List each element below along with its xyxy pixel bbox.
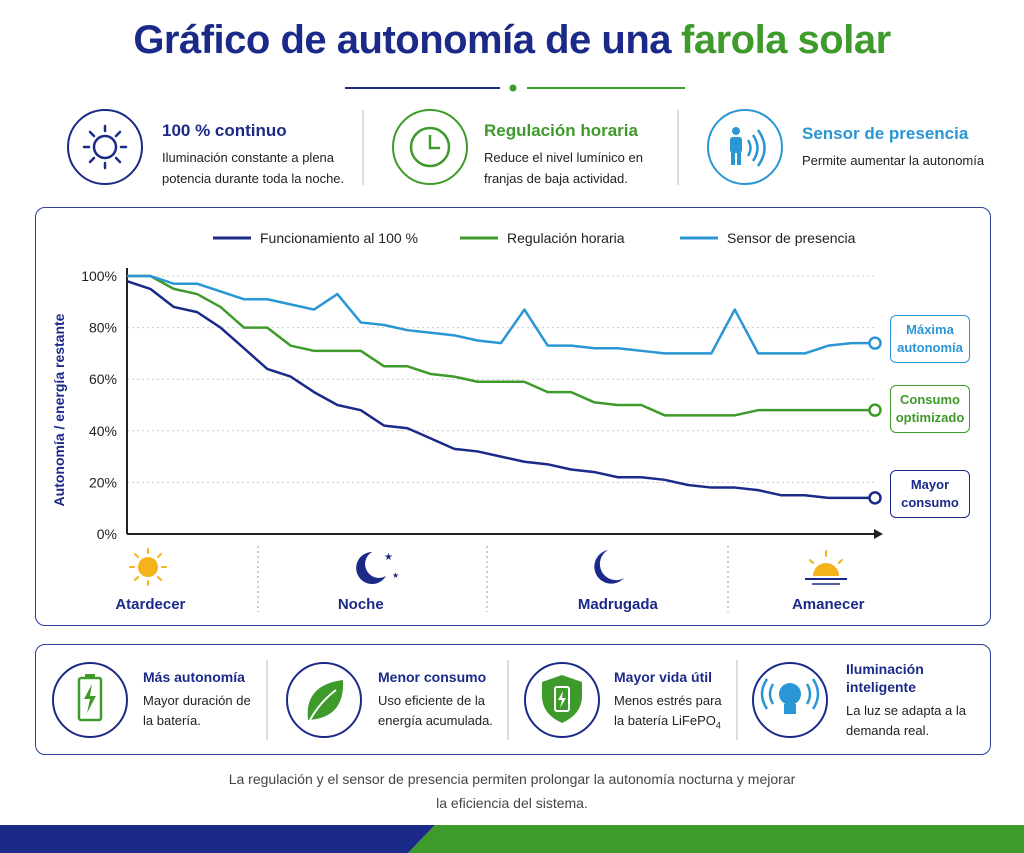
benefit: Iluminación inteligente La luz se adapta… bbox=[846, 660, 976, 741]
benefit-title: Iluminación inteligente bbox=[846, 661, 924, 695]
footer-text: La regulación y el sensor de presencia p… bbox=[228, 771, 796, 811]
benefit-text: Menos estrés para la batería LiFePO4 bbox=[614, 691, 732, 736]
feature-title: Sensor de presencia bbox=[802, 124, 969, 143]
shield-icon bbox=[524, 662, 600, 738]
clock-icon bbox=[392, 109, 468, 185]
leaf-icon bbox=[286, 662, 362, 738]
title-highlight: farola solar bbox=[681, 18, 891, 62]
benefit-text-main: Menos estrés para la batería LiFePO bbox=[614, 693, 722, 728]
benefit-title: Menor consumo bbox=[378, 669, 487, 685]
x-tick-label: Atardecer bbox=[115, 596, 185, 613]
late-night-icon bbox=[594, 550, 624, 584]
series-line bbox=[127, 274, 875, 417]
legend-label: Funcionamiento al 100 % bbox=[260, 230, 418, 246]
benefit-text: La luz se adapta a la demanda real. bbox=[846, 703, 966, 738]
title-main: Gráfico de autonomía de una bbox=[133, 18, 672, 62]
end-marker bbox=[868, 491, 882, 505]
feature-text: Iluminación constante a plena potencia d… bbox=[162, 150, 345, 186]
feature-text: Reduce el nivel lumínico en franjas de b… bbox=[484, 150, 643, 186]
y-tick-label: 100% bbox=[81, 268, 117, 284]
sun-icon bbox=[67, 109, 143, 185]
y-tick-label: 0% bbox=[97, 526, 117, 542]
night-icon: ★★ bbox=[356, 552, 399, 584]
dusk-icon bbox=[129, 548, 167, 586]
benefit: Menor consumo Uso eficiente de la energí… bbox=[378, 668, 498, 731]
benefit-text: Mayor duración de la batería. bbox=[143, 693, 251, 728]
dawn-icon bbox=[805, 550, 847, 585]
x-tick-label: Noche bbox=[338, 596, 384, 613]
feature-title: Regulación horaria bbox=[484, 121, 638, 140]
benefit: Más autonomía Mayor duración de la bater… bbox=[143, 668, 258, 731]
feature: Sensor de presencia Permite aumentar la … bbox=[802, 124, 1012, 171]
series-line bbox=[126, 279, 875, 500]
annotation: Mayor consumo bbox=[890, 470, 970, 518]
y-tick-label: 40% bbox=[89, 423, 117, 439]
end-marker bbox=[868, 336, 882, 350]
feature-text: Permite aumentar la autonomía bbox=[802, 153, 985, 168]
end-marker bbox=[868, 403, 882, 417]
feature: 100 % continuo Iluminación constante a p… bbox=[162, 121, 352, 189]
x-tick-label: Amanecer bbox=[792, 596, 865, 613]
sensor-icon bbox=[707, 109, 783, 185]
bulb-icon bbox=[752, 662, 828, 738]
benefit-title: Mayor vida útil bbox=[614, 669, 713, 685]
series-line bbox=[127, 274, 875, 355]
y-axis-label: Autonomía / energía restante bbox=[51, 313, 67, 506]
benefit: Mayor vida útil Menos estrés para la bat… bbox=[614, 668, 732, 736]
y-tick-label: 60% bbox=[89, 371, 117, 387]
legend-label: Sensor de presencia bbox=[727, 230, 856, 246]
annotation: Máxima autonomía bbox=[890, 315, 970, 363]
feature-title: 100 % continuo bbox=[162, 121, 287, 140]
benefit-text: Uso eficiente de la energía acumulada. bbox=[378, 693, 493, 728]
benefit-text-sub: 4 bbox=[715, 720, 721, 731]
battery-icon bbox=[52, 662, 128, 738]
benefits-panel bbox=[35, 644, 991, 755]
benefit-title: Más autonomía bbox=[143, 669, 245, 685]
y-tick-label: 80% bbox=[89, 320, 117, 336]
legend-label: Regulación horaria bbox=[507, 230, 625, 246]
chart-panel bbox=[35, 207, 991, 626]
svg-text:★: ★ bbox=[392, 571, 399, 580]
x-axis-arrow bbox=[874, 529, 883, 539]
y-tick-label: 20% bbox=[89, 474, 117, 490]
feature: Regulación horaria Reduce el nivel lumín… bbox=[484, 121, 654, 189]
title: Gráfico de autonomía de una farola solar bbox=[0, 18, 1024, 63]
svg-text:★: ★ bbox=[384, 552, 393, 563]
x-tick-label: Madrugada bbox=[578, 596, 659, 613]
annotation: Consumo optimizado bbox=[890, 385, 970, 433]
